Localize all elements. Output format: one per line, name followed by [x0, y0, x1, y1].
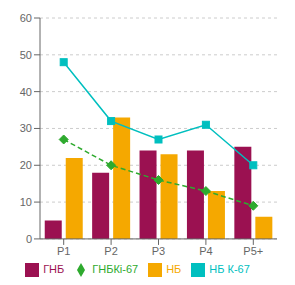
svg-text:Р5+: Р5+ — [243, 245, 263, 257]
svg-text:40: 40 — [20, 86, 32, 98]
svg-text:60: 60 — [20, 12, 32, 24]
svg-text:Р1: Р1 — [57, 245, 70, 257]
svg-text:Р2: Р2 — [104, 245, 117, 257]
svg-text:50: 50 — [20, 49, 32, 61]
html-text:ГНБ: ГНБ — [43, 262, 65, 275]
html-text:НБ К-67: НБ К-67 — [209, 262, 250, 275]
svg-text:Р4: Р4 — [199, 245, 212, 257]
svg-text:0: 0 — [26, 233, 32, 245]
svg-text:20: 20 — [20, 159, 32, 171]
html-text:ГНБКі-67: ГНБКі-67 — [92, 262, 139, 275]
svg-text:Р3: Р3 — [152, 245, 165, 257]
html-text:НБ: НБ — [166, 262, 182, 275]
svg-text:10: 10 — [20, 196, 32, 208]
svg-text:30: 30 — [20, 122, 32, 134]
